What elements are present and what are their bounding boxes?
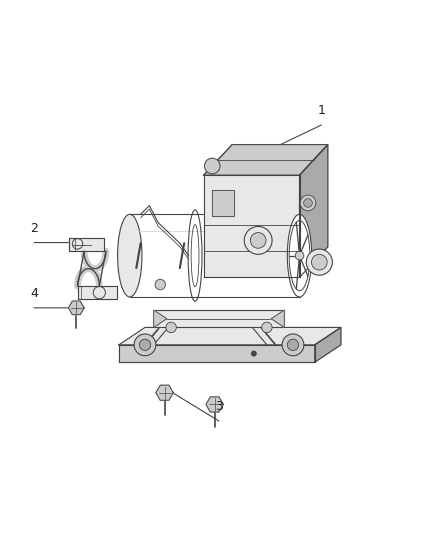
Ellipse shape <box>117 214 142 297</box>
Polygon shape <box>206 397 223 412</box>
Polygon shape <box>156 385 173 400</box>
Circle shape <box>311 254 327 270</box>
Circle shape <box>300 195 316 211</box>
Circle shape <box>304 199 312 207</box>
Polygon shape <box>315 327 341 362</box>
Circle shape <box>139 339 151 351</box>
Polygon shape <box>130 214 300 297</box>
Polygon shape <box>68 301 84 314</box>
Text: 1: 1 <box>318 104 325 117</box>
Circle shape <box>282 334 304 356</box>
Circle shape <box>306 249 332 275</box>
Circle shape <box>295 251 304 260</box>
Circle shape <box>244 227 272 254</box>
Circle shape <box>261 322 272 333</box>
Circle shape <box>287 339 299 351</box>
Circle shape <box>251 351 256 356</box>
Text: 4: 4 <box>30 287 38 300</box>
Polygon shape <box>204 144 328 175</box>
Polygon shape <box>300 144 328 277</box>
Polygon shape <box>119 327 341 345</box>
Polygon shape <box>119 345 315 362</box>
Circle shape <box>155 279 166 290</box>
Ellipse shape <box>287 214 312 297</box>
Circle shape <box>251 232 266 248</box>
Polygon shape <box>154 310 284 327</box>
Circle shape <box>166 322 177 333</box>
Polygon shape <box>154 310 167 327</box>
Polygon shape <box>204 175 300 277</box>
Polygon shape <box>78 286 117 299</box>
Polygon shape <box>271 310 284 327</box>
Polygon shape <box>69 238 104 251</box>
Polygon shape <box>212 190 234 216</box>
Text: 2: 2 <box>30 222 38 235</box>
Circle shape <box>205 158 220 174</box>
Text: 3: 3 <box>215 400 223 413</box>
Circle shape <box>134 334 156 356</box>
